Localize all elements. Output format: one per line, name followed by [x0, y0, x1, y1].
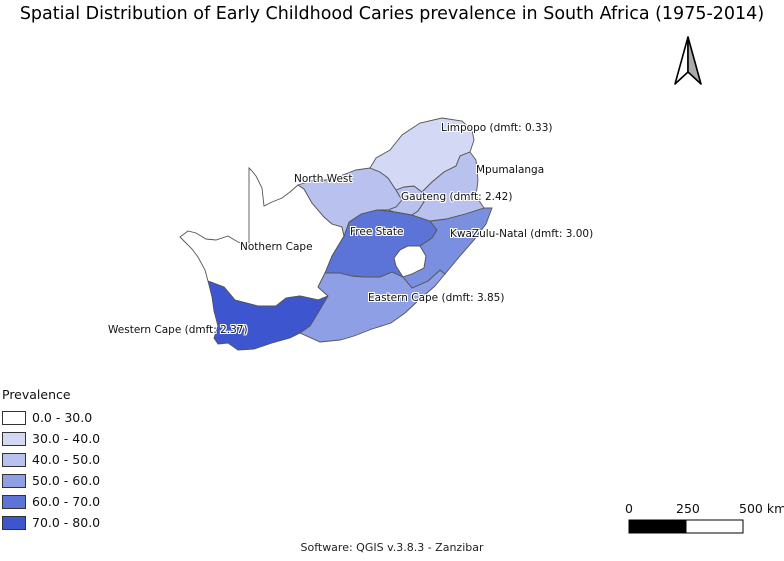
legend-swatch — [2, 516, 26, 530]
label-limpopo: Limpopo (dmft: 0.33) — [441, 122, 553, 134]
legend-swatch — [2, 453, 26, 467]
legend-swatch — [2, 411, 26, 425]
scale-label-250: 250 — [676, 501, 700, 516]
legend-label: 70.0 - 80.0 — [32, 515, 101, 530]
label-north-west: North West — [294, 173, 353, 185]
region-mpumalanga[interactable] — [410, 151, 485, 222]
scale-bar — [628, 519, 744, 534]
label-gauteng: Gauteng (dmft: 2.42) — [401, 191, 513, 203]
legend-label: 50.0 - 60.0 — [32, 473, 101, 488]
label-nothern-cape: Nothern Cape — [240, 241, 313, 253]
scale-label-500: 500 km — [739, 501, 784, 516]
legend-swatch — [2, 432, 26, 446]
software-credit: Software: QGIS v.3.8.3 - Zanzibar — [300, 541, 484, 554]
label-kwazulu-natal: KwaZulu-Natal (dmft: 3.00) — [450, 228, 594, 240]
label-mpumalanga: Mpumalanga — [476, 164, 545, 176]
legend-swatch — [2, 495, 26, 509]
legend-label: 30.0 - 40.0 — [32, 431, 101, 446]
legend-label: 60.0 - 70.0 — [32, 494, 101, 509]
legend-label: 0.0 - 30.0 — [32, 410, 93, 425]
label-western-cape: Western Cape (dmft: 2.37) — [108, 324, 248, 336]
scale-label-0: 0 — [625, 501, 633, 516]
north-arrow-icon — [674, 36, 702, 85]
region-kwazulu-natal[interactable] — [402, 207, 493, 289]
map-title: Spatial Distribution of Early Childhood … — [19, 4, 765, 24]
legend-label: 40.0 - 50.0 — [32, 452, 101, 467]
label-free-state: Free State — [350, 226, 404, 238]
legend-swatch — [2, 474, 26, 488]
label-eastern-cape: Eastern Cape (dmft: 3.85) — [368, 292, 505, 304]
legend-title: Prevalence — [2, 387, 71, 402]
